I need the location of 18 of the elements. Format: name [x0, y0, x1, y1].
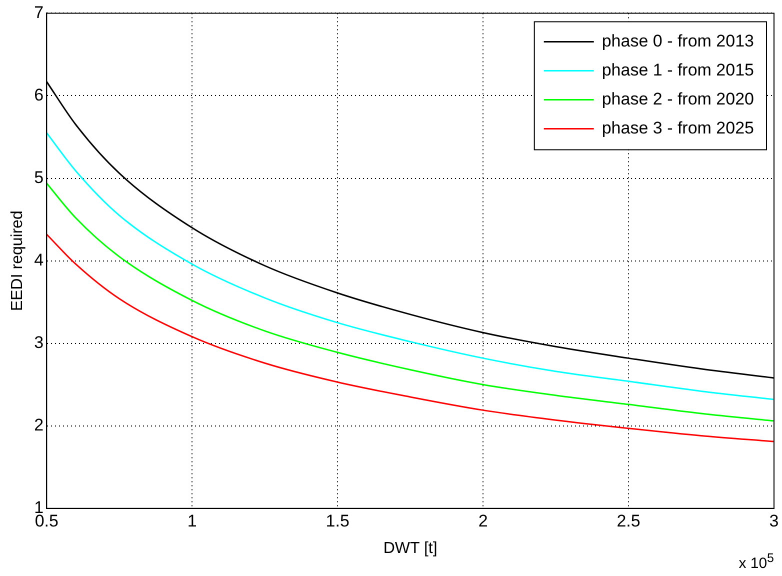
legend-label: phase 3 - from 2025 [602, 118, 754, 138]
x-tick-label: 2 [478, 511, 488, 530]
legend-label: phase 2 - from 2020 [602, 89, 754, 108]
x-tick-label: 1.5 [326, 511, 350, 530]
y-tick-label: 3 [34, 333, 44, 352]
y-tick-label: 5 [34, 168, 44, 187]
y-tick-label: 2 [34, 416, 44, 435]
text: x 10$^{5}$ [738, 551, 774, 572]
x-tick-label: 1 [187, 511, 197, 530]
y-tick-label: 6 [34, 85, 44, 104]
legend-label: phase 1 - from 2015 [602, 60, 754, 80]
x-axis-title: DWT [t] [383, 540, 438, 557]
legend-label: phase 0 - from 2013 [602, 31, 754, 50]
x-tick-label: 3 [769, 511, 779, 530]
x-tick-label: 2.5 [616, 511, 640, 530]
y-tick-label: 7 [34, 2, 44, 22]
y-tick-label: 4 [34, 250, 44, 270]
y-axis-title: EEDI required [9, 210, 26, 312]
